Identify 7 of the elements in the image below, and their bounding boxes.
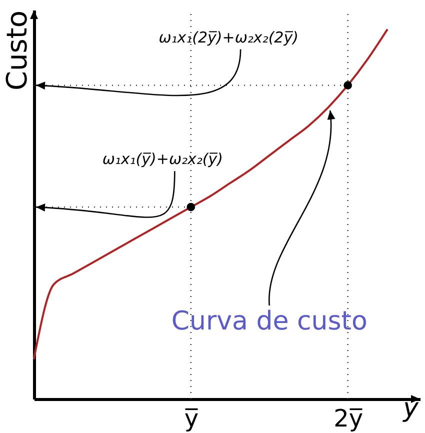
ref-line-label: ω₁x₁(2y̅)+ω₂x₂(2y̅) — [158, 28, 298, 46]
x-tick-label: 2y̅ — [334, 404, 364, 432]
ref-line-label: ω₁x₁(y̅)+ω₂x₂(y̅) — [102, 150, 224, 168]
annotation: Curva de custo — [171, 306, 368, 336]
y-axis-title: Custo — [0, 10, 34, 90]
x-tick-label: y̅ — [184, 404, 199, 432]
x-axis-title: y — [402, 394, 420, 424]
